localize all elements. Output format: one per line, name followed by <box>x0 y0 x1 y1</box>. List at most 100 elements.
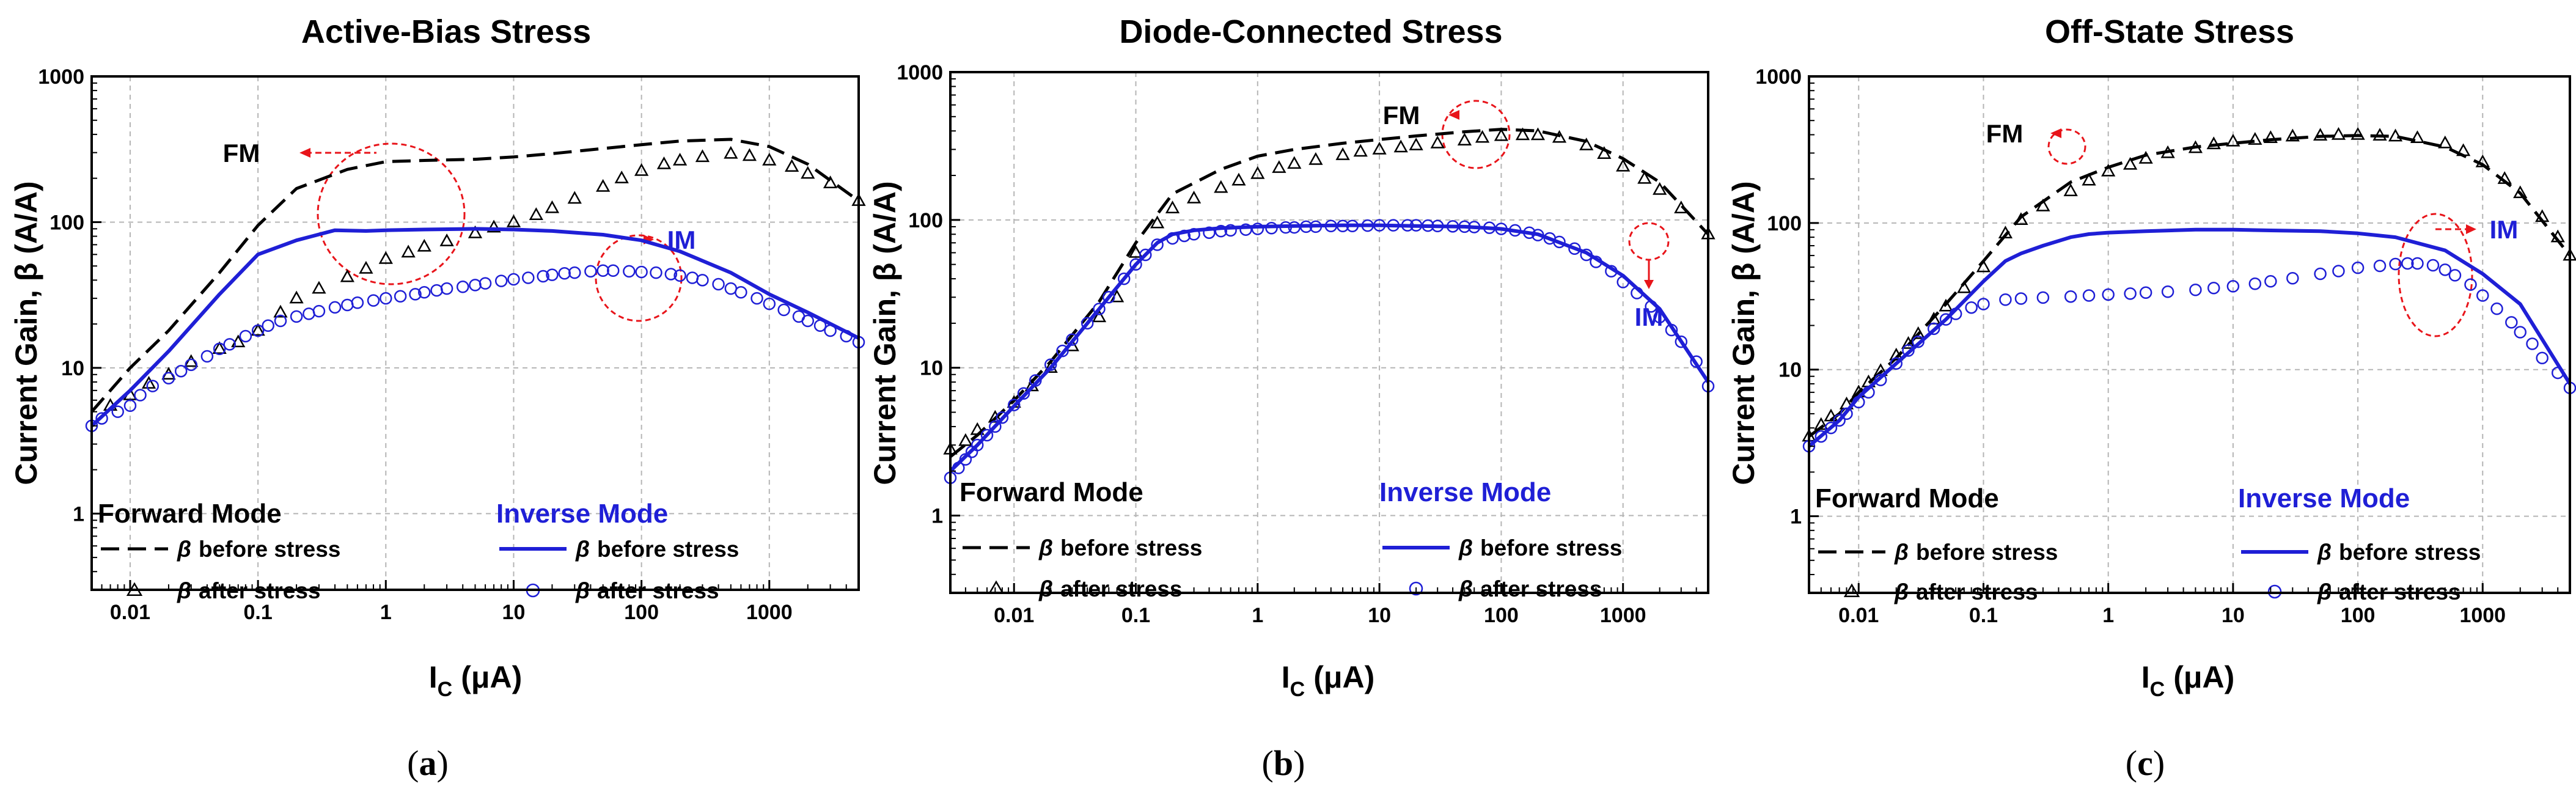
forward-after-stress-point <box>1939 298 1953 312</box>
panel-caption: (a) <box>407 743 449 783</box>
x-tick-label: 100 <box>1484 604 1519 627</box>
legend-inverse-title: Inverse Mode <box>1379 477 1551 507</box>
forward-after-stress-point <box>2248 132 2262 145</box>
fm-label: FM <box>1986 119 2024 148</box>
inverse-after-stress-point <box>418 285 431 299</box>
x-tick-label: 0.1 <box>1121 604 1150 627</box>
forward-after-stress-point <box>724 145 738 159</box>
inverse-after-stress-point <box>1690 355 1703 368</box>
forward-after-stress-point <box>1814 417 1829 430</box>
inverse-after-stress-point <box>777 303 790 317</box>
forward-after-stress-point <box>1287 156 1302 169</box>
inverse-after-stress-point <box>185 358 198 372</box>
inverse-after-stress-point <box>2036 291 2050 304</box>
x-tick-label: 0.1 <box>1969 604 1998 627</box>
inverse-after-stress-point <box>664 268 678 281</box>
forward-after-stress-point <box>823 175 838 188</box>
forward-after-stress-point <box>1393 139 1408 153</box>
forward-after-stress-point <box>1597 146 1612 159</box>
forward-after-stress-point <box>1475 130 1490 143</box>
chart-title: Active-Bias Stress <box>301 13 591 50</box>
inverse-after-stress-point <box>1523 226 1536 239</box>
legend-inverse-title: Inverse Mode <box>496 499 668 529</box>
inverse-after-stress-point <box>1580 248 1593 262</box>
legend-entry-text: β before stress <box>1038 535 1202 560</box>
forward-after-stress-point <box>2497 171 2512 184</box>
forward-after-stress-point <box>1653 182 1667 195</box>
legend-circle-swatch <box>1409 581 1423 596</box>
fm-arrow-head <box>299 148 310 158</box>
forward-after-stress-point <box>2350 127 2365 140</box>
inverse-after-stress-point <box>1056 344 1069 358</box>
inverse-after-stress-point <box>1017 387 1030 400</box>
inverse-after-stress-point <box>2139 286 2152 299</box>
inverse-after-stress-point <box>2373 259 2387 273</box>
x-tick-label: 10 <box>2222 604 2245 627</box>
forward-after-stress-point <box>970 422 985 435</box>
forward-after-stress-point <box>1165 200 1180 213</box>
inverse-after-stress-point <box>2064 290 2077 303</box>
im-arrow-head <box>2466 224 2476 234</box>
inverse-after-stress-point <box>1279 221 1292 234</box>
inverse-after-stress-point <box>980 428 994 442</box>
inverse-after-stress-point <box>1965 301 1978 314</box>
forward-after-stress-point <box>289 290 304 304</box>
inverse-after-stress-point <box>2389 257 2402 271</box>
y-tick-label: 100 <box>908 209 943 232</box>
inverse-after-stress-point <box>123 399 137 413</box>
inverse-after-stress-point <box>1815 430 1828 443</box>
inverse-after-stress-point <box>596 264 609 277</box>
inverse-after-stress-point <box>2401 257 2414 270</box>
y-tick-label: 1 <box>931 505 943 528</box>
inverse-after-stress-point <box>1553 235 1566 249</box>
forward-after-stress-point <box>1409 138 1423 150</box>
forward-after-stress-point <box>1637 171 1652 184</box>
inverse-after-stress-point <box>1139 248 1152 262</box>
inverse-after-stress-point <box>223 338 236 351</box>
forward-after-stress-point <box>1976 259 1991 273</box>
inverse-after-stress-point <box>2161 285 2174 298</box>
inverse-after-stress-point <box>1066 333 1079 346</box>
y-tick-label: 1000 <box>1755 65 1802 89</box>
forward-after-stress-point <box>141 376 156 389</box>
forward-after-stress-point <box>1889 347 1904 361</box>
inverse-after-stress-point <box>146 380 160 392</box>
forward-after-stress-point <box>2285 128 2300 142</box>
x-tick-label: 10 <box>502 601 526 624</box>
inverse-before-stress-line <box>1808 227 2572 448</box>
inverse-after-stress-point <box>1590 255 1602 268</box>
inverse-after-stress-point <box>1129 258 1142 271</box>
inverse-after-stress-point <box>2286 271 2299 285</box>
inverse-after-stress-point <box>2526 337 2539 350</box>
legend-entry-text: β after stress <box>1458 576 1602 601</box>
forward-after-stress-point <box>2372 128 2387 141</box>
inverse-after-stress-point <box>2490 302 2503 315</box>
legend-triangle-swatch <box>1843 583 1860 597</box>
forward-after-stress-point <box>1674 200 1689 213</box>
inverse-after-stress-point <box>2314 267 2327 281</box>
forward-after-stress-point <box>2331 127 2346 140</box>
inverse-after-stress-point <box>111 405 124 418</box>
fm-highlight-circle <box>317 142 466 285</box>
inverse-after-stress-point <box>1495 222 1508 235</box>
forward-after-stress-point <box>2036 198 2050 211</box>
im-arrow-head <box>1644 280 1654 289</box>
fm-arrow-head <box>1448 110 1459 120</box>
inverse-after-stress-point <box>696 274 709 287</box>
inverse-after-stress-point <box>367 294 380 307</box>
legend-forward-title: Forward Mode <box>1815 483 1999 513</box>
inverse-after-stress-point <box>1912 335 1925 348</box>
chart-title: Off-State Stress <box>2045 13 2294 50</box>
inverse-after-stress-point <box>1224 224 1237 237</box>
inverse-after-stress-point <box>1103 291 1115 304</box>
inverse-after-stress-point <box>623 265 636 278</box>
forward-after-stress-point <box>634 163 649 176</box>
inverse-after-stress-point <box>351 296 364 309</box>
forward-after-stress-point <box>378 251 393 264</box>
inverse-after-stress-point <box>537 270 549 283</box>
forward-after-stress-point <box>359 260 373 274</box>
x-tick-label: 10 <box>1368 604 1391 627</box>
forward-after-stress-point <box>545 200 560 213</box>
inverse-after-stress-point <box>1645 300 1657 313</box>
